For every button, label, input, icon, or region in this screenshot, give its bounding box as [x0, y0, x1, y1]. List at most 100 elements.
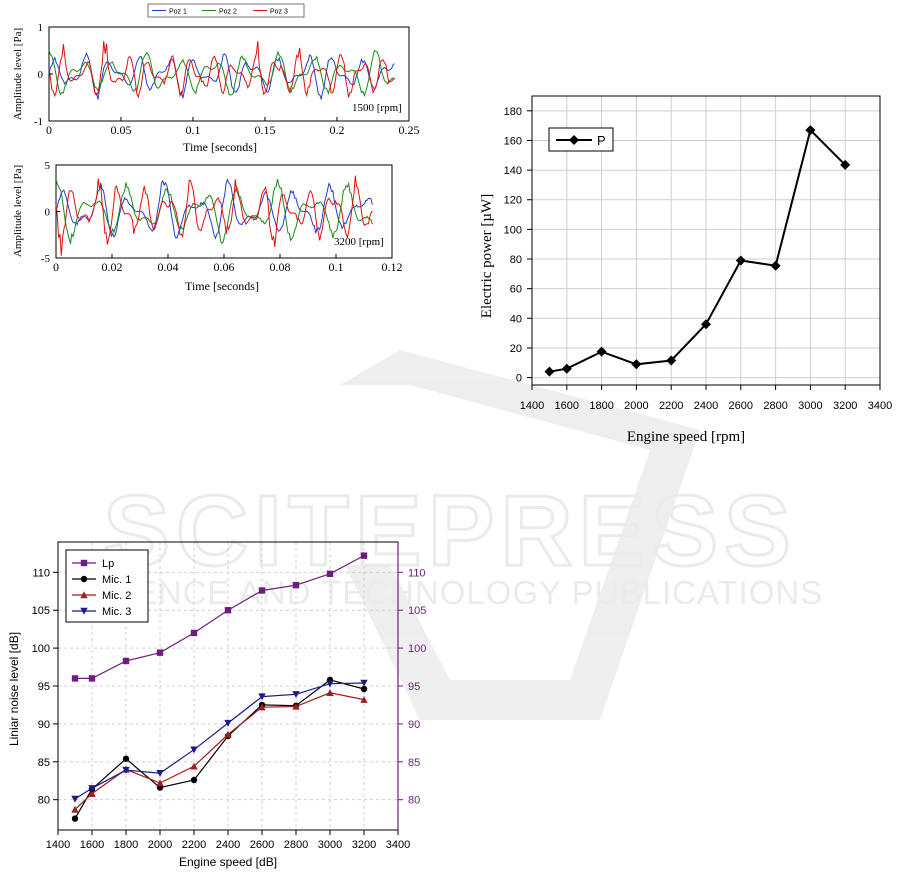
x-tick-label: 0.05	[111, 123, 132, 137]
legend-label-poz3: Poz 3	[270, 9, 288, 16]
signal-poz1	[48, 51, 395, 101]
right-y-tick-label: 95	[408, 681, 420, 693]
y-tick-label: 0	[516, 373, 522, 385]
data-point-mic1	[122, 755, 130, 762]
y-tick-label: 120	[504, 195, 522, 207]
y-tick-label: 180	[504, 106, 522, 118]
y-tick-label: 40	[510, 313, 522, 325]
data-point-mic3	[122, 766, 130, 774]
noise-level-legend: Lp Mic. 1 Mic. 2 Mic. 3	[65, 549, 149, 623]
watermark-tagline: SCIENCE AND TECHNOLOGY PUBLICATIONS	[77, 574, 824, 611]
data-point-mic3	[190, 746, 198, 754]
x-tick-label: 2800	[763, 400, 787, 412]
y-tick-label: 160	[504, 135, 522, 147]
y-tick-label: 5	[45, 160, 51, 172]
x-tick-label: 2000	[624, 400, 648, 412]
x-tick-label: 2200	[182, 839, 206, 851]
data-point-mic2	[326, 689, 334, 697]
x-tick-label: 3200	[833, 400, 857, 412]
x-tick-label: 3000	[798, 400, 822, 412]
data-point-lp	[224, 607, 232, 614]
data-point-mic3	[360, 679, 368, 687]
y-tick-label: 0	[38, 69, 44, 81]
legend-marker-lp	[80, 559, 88, 567]
data-point-p	[805, 125, 816, 136]
waveform-3200-ticks: 0 0.02 0.04 0.06 0.08 0.1 0.12-505	[41, 160, 403, 274]
data-point-p	[840, 159, 851, 170]
data-point-mic1	[190, 776, 198, 784]
data-point-lp	[190, 629, 198, 637]
y-tick-label: 60	[510, 284, 522, 296]
data-point-mic3	[88, 785, 96, 793]
legend-label-mic2: Mic. 2	[102, 590, 131, 602]
waveform-1500-xlabel: Time [seconds]	[183, 140, 257, 154]
waveform-1500-ticks: 0 0.05 0.1 0.15 0.2 0.25-101	[34, 22, 420, 137]
data-point-mic3	[71, 795, 79, 803]
x-tick-label: 0.02	[102, 260, 123, 274]
data-point-p	[735, 255, 746, 266]
x-tick-label: 0.04	[158, 260, 179, 274]
x-tick-label: 0.12	[382, 260, 403, 274]
x-tick-label: 2400	[216, 839, 240, 851]
y-tick-label: 90	[38, 719, 50, 731]
data-point-lp	[258, 587, 266, 594]
y-tick-label: -5	[41, 253, 51, 265]
x-tick-label: 2600	[250, 839, 274, 851]
data-point-p	[666, 355, 677, 366]
y-tick-label: 100	[32, 643, 50, 655]
legend-frame	[147, 3, 305, 18]
data-point-mic3	[224, 719, 232, 727]
noise-level-ylabel: Liniar noise level [dB]	[7, 632, 21, 746]
y-tick-label: 0	[45, 207, 51, 219]
data-point-mic2	[190, 762, 198, 770]
legend-marker-mic2	[80, 591, 88, 599]
data-point-p	[631, 359, 642, 370]
noise-level-plot	[71, 552, 368, 822]
data-point-lp	[156, 649, 164, 656]
right-y-tick-label: 100	[408, 643, 426, 655]
y-tick-label: 140	[504, 165, 522, 177]
x-tick-label: 0.2	[330, 123, 345, 137]
watermark-brand: SCITEPRESS	[103, 475, 797, 587]
signal-poz2	[55, 178, 373, 245]
data-point-mic2	[224, 730, 232, 738]
y-tick-label: 20	[510, 343, 522, 355]
electric-power-xlabel: Engine speed [rpm]	[627, 429, 745, 445]
data-point-mic1	[71, 815, 79, 822]
y-tick-label: 100	[504, 224, 522, 236]
right-y-tick-label: 105	[408, 605, 426, 617]
data-point-p	[770, 260, 781, 271]
electric-power-ylabel: Electric power [µW]	[479, 194, 495, 318]
x-tick-label: 0.06	[214, 260, 235, 274]
y-tick-label: -1	[34, 116, 43, 128]
waveform-3200-chart: 0 0.02 0.04 0.06 0.08 0.1 0.12-505 3200 [rpm] …	[12, 160, 403, 293]
electric-power-plot	[544, 125, 851, 377]
x-tick-label: 1600	[555, 400, 579, 412]
legend-label-lp: Lp	[102, 558, 114, 570]
right-y-tick-label: 80	[408, 795, 420, 807]
series-line-lp	[75, 555, 365, 679]
data-point-lp	[88, 675, 96, 682]
data-point-mic1	[360, 685, 368, 693]
y-tick-label: 80	[510, 254, 522, 266]
legend-frame	[65, 549, 149, 623]
data-point-mic2	[71, 805, 79, 813]
legend-label-poz2: Poz 2	[219, 9, 237, 16]
right-y-tick-label: 90	[408, 719, 420, 731]
y-tick-label: 1	[38, 22, 44, 34]
signal-poz3	[55, 175, 373, 256]
electric-power-ticks: 1400 1600 1800 2000 2200 2400 2600 2800 3000 3200…	[504, 106, 893, 412]
y-tick-label: 80	[38, 795, 50, 807]
y-tick-label: 110	[32, 567, 50, 579]
waveform-1500-chart: Poz 1 Poz 2 Poz 3 0 0.05 0.1 0.15 0.2 0.25-10…	[12, 3, 420, 154]
x-tick-label: 2400	[694, 400, 718, 412]
legend-label-mic1: Mic. 1	[102, 574, 131, 586]
x-tick-label: 2000	[148, 839, 172, 851]
waveform-1500-signals	[48, 40, 395, 101]
x-tick-label: 2800	[284, 839, 308, 851]
data-point-p	[561, 363, 572, 374]
waveform-1500-ylabel: Amplitude level [Pa]	[12, 28, 24, 120]
x-tick-label: 0.1	[186, 123, 201, 137]
x-tick-label: 3200	[352, 839, 376, 851]
